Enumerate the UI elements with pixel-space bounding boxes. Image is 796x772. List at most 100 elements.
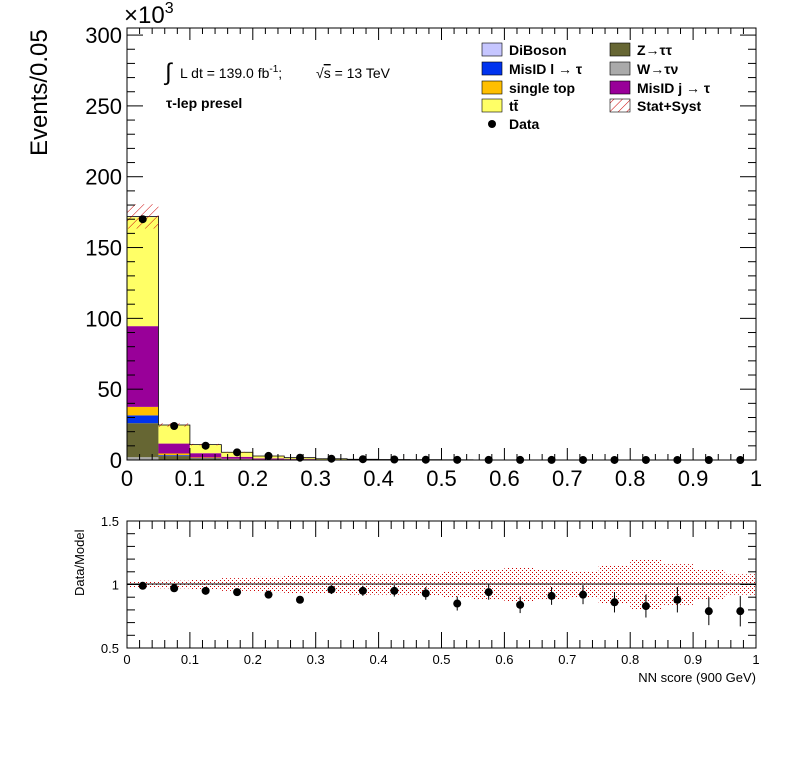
bar-misid-j-to-tau-3: [221, 456, 253, 459]
bar-ttbar-0: [127, 217, 159, 327]
legend-label: W→τν: [637, 61, 678, 77]
legend-swatch-single-top: [481, 80, 503, 95]
legend-label: Stat+Syst: [637, 98, 702, 114]
legend-label: single top: [509, 80, 575, 96]
ratio-x-tick-label: 1: [752, 652, 759, 667]
main-plot-panel: 0 0.1 0.2 0.3 0.4 0.5 0.6 0.7 0.8 0.9 1 0 50 100 150 20…: [26, 0, 762, 491]
data-point-4: [264, 451, 273, 460]
ratio-point-5: [295, 595, 304, 604]
ratio-point-19: [736, 607, 745, 616]
y-tick-label: 150: [85, 236, 122, 261]
ratio-x-tick-label: 0.2: [244, 652, 262, 667]
bar-misid-j-to-tau-0: [127, 326, 159, 407]
bar-misid-l-to-tau-0: [127, 415, 159, 424]
bar-single-top-1: [158, 453, 190, 456]
bar-ttbar-1: [158, 425, 190, 444]
legend-swatch-w-to-taunu: [609, 61, 631, 76]
ratio-point-11: [484, 588, 493, 597]
data-points: [138, 215, 745, 464]
bar-w-to-taunu-0: [127, 457, 159, 460]
legend-label: DiBoson: [509, 42, 567, 58]
ratio-point-8: [390, 586, 399, 595]
legend-label: MisID l → τ: [509, 61, 583, 77]
bar-misid-j-to-tau-2: [189, 453, 222, 458]
legend-label: Z→ττ: [637, 42, 673, 58]
ratio-points: [138, 581, 745, 627]
legend-label: tt̄: [509, 98, 519, 114]
x-tick-label: 0.3: [300, 466, 331, 491]
x-tick-label: 0.8: [615, 466, 646, 491]
x-tick-label: 0.5: [426, 466, 457, 491]
data-point-0: [138, 215, 147, 224]
data-point-2: [201, 441, 210, 450]
data-point-3: [233, 448, 242, 457]
ratio-point-17: [673, 595, 682, 604]
ratio-point-4: [264, 590, 273, 599]
ratio-axis-ticks: 0 0.1 0.2 0.3 0.4 0.5 0.6 0.7 0.8 0.9 1 0.5 1 1.5: [101, 514, 760, 667]
x-tick-label: 0.9: [678, 466, 709, 491]
main-axis-ticks: 0 0.1 0.2 0.3 0.4 0.5 0.6 0.7 0.8 0.9 1 0 50 100 150 20…: [85, 23, 762, 491]
ratio-y-tick-label: 0.5: [101, 641, 119, 656]
data-point-8: [390, 455, 399, 464]
y-tick-label: 200: [85, 165, 122, 190]
legend-swatch-stat-syst: [609, 98, 631, 113]
ratio-point-3: [233, 588, 242, 597]
x-tick-label: 0.4: [363, 466, 394, 491]
ratio-point-6: [327, 585, 336, 594]
y-scale-factor: ×103: [124, 0, 174, 29]
region-label: τ-lep presel: [166, 95, 242, 111]
x-axis-label: NN score (900 GeV): [638, 670, 756, 685]
ratio-point-9: [421, 589, 430, 598]
x-tick-label: 0.1: [175, 466, 206, 491]
legend-swatch-diboson: [481, 42, 503, 57]
ratio-x-tick-label: 0: [123, 652, 130, 667]
ratio-y-axis-label: Data/Model: [72, 529, 87, 596]
legend-swatch-misid-l-to-tau: [481, 61, 503, 76]
ratio-point-7: [358, 586, 367, 595]
bar-z-to-tautau-2: [189, 458, 222, 460]
ratio-point-1: [170, 584, 179, 593]
ratio-x-tick-label: 0.5: [432, 652, 450, 667]
ratio-point-13: [547, 591, 556, 600]
sqrt-s-label: √s = 13 TeV: [316, 65, 391, 81]
data-point-1: [170, 422, 179, 431]
ratio-point-10: [453, 599, 462, 608]
bar-z-to-tautau-1: [158, 456, 190, 460]
ratio-y-tick-label: 1.5: [101, 514, 119, 529]
legend-label: MisID j → τ: [637, 80, 711, 96]
ratio-x-tick-label: 0.6: [495, 652, 513, 667]
ratio-y-tick-label: 1: [112, 578, 119, 593]
ratio-x-tick-label: 0.7: [558, 652, 576, 667]
ratio-x-tick-label: 0.3: [307, 652, 325, 667]
bar-misid-j-to-tau-1: [158, 443, 190, 454]
ratio-x-tick-label: 0.4: [370, 652, 388, 667]
x-tick-label: 1: [750, 466, 762, 491]
y-tick-label: 0: [110, 448, 122, 473]
ratio-point-15: [610, 598, 619, 607]
ratio-panel: 0 0.1 0.2 0.3 0.4 0.5 0.6 0.7 0.8 0.9 1 0.5 1 1.5 Dat…: [72, 514, 760, 685]
x-tick-label: 0: [121, 466, 133, 491]
bar-single-top-2: [189, 457, 222, 459]
y-scale-exponent: 3: [165, 0, 174, 17]
ratio-x-tick-label: 0.8: [621, 652, 639, 667]
data-point-6: [327, 454, 336, 463]
bar-z-to-tautau-0: [127, 423, 159, 458]
ratio-point-2: [201, 586, 210, 595]
integral-sign: ∫: [163, 59, 173, 86]
bar-single-top-0: [127, 406, 159, 416]
ratio-point-14: [579, 590, 588, 599]
total-prediction-outline: [127, 215, 756, 460]
legend-swatch-misid-j-to-tau: [609, 80, 631, 95]
y-tick-label: 50: [98, 377, 122, 402]
legend-marker-data: [488, 120, 496, 128]
legend-swatch-ttbar: [481, 98, 503, 113]
y-tick-label: 250: [85, 94, 122, 119]
ratio-x-tick-label: 0.1: [181, 652, 199, 667]
ratio-point-18: [704, 607, 713, 616]
legend-swatch-z-to-tautau: [609, 42, 631, 57]
y-axis-label: Events/0.05: [26, 29, 53, 156]
data-point-7: [358, 455, 367, 464]
x-tick-label: 0.7: [552, 466, 583, 491]
ratio-point-12: [516, 600, 525, 609]
